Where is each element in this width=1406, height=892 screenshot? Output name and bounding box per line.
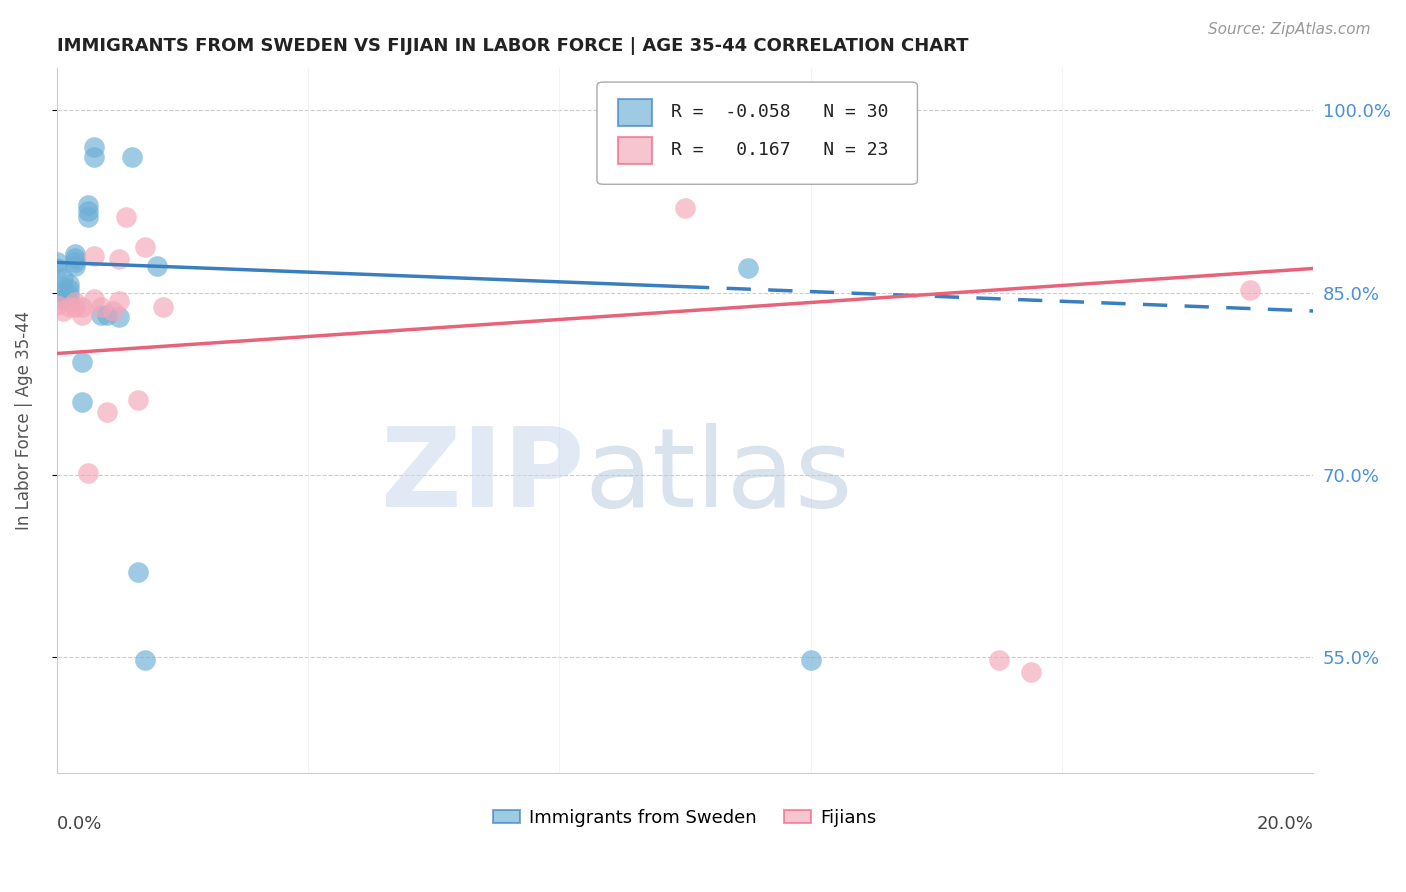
- Point: [90, 301, 112, 315]
- Text: ZIP: ZIP: [381, 423, 585, 530]
- Point: [58, 288, 80, 302]
- Point: [52, 285, 75, 300]
- Point: [152, 301, 174, 315]
- Point: [988, 653, 1011, 667]
- Point: [108, 252, 131, 266]
- Point: [83, 292, 105, 306]
- Point: [101, 304, 124, 318]
- FancyBboxPatch shape: [598, 82, 918, 185]
- Point: [70, 355, 93, 369]
- Point: [1239, 283, 1261, 297]
- Point: [83, 249, 105, 263]
- Point: [127, 566, 149, 580]
- Point: [800, 653, 823, 667]
- Text: R =  -0.058   N = 30: R = -0.058 N = 30: [671, 103, 889, 121]
- Point: [65, 251, 87, 265]
- Point: [83, 140, 105, 154]
- Point: [52, 292, 75, 306]
- Point: [108, 310, 131, 324]
- Text: 20.0%: 20.0%: [1257, 815, 1313, 833]
- Point: [83, 150, 105, 164]
- Point: [70, 395, 93, 409]
- Point: [52, 271, 75, 285]
- Point: [65, 247, 87, 261]
- Point: [52, 304, 75, 318]
- FancyBboxPatch shape: [619, 99, 652, 126]
- Point: [77, 198, 100, 212]
- Point: [114, 211, 136, 225]
- Point: [65, 259, 87, 273]
- Point: [134, 653, 156, 667]
- Point: [70, 301, 93, 315]
- Point: [77, 466, 100, 480]
- Text: 0.0%: 0.0%: [56, 815, 103, 833]
- Point: [65, 295, 87, 310]
- Point: [96, 405, 118, 419]
- FancyBboxPatch shape: [619, 137, 652, 164]
- Point: [58, 294, 80, 309]
- Point: [77, 204, 100, 219]
- Point: [146, 259, 169, 273]
- Point: [737, 261, 759, 276]
- Point: [45, 255, 67, 269]
- Point: [90, 308, 112, 322]
- Point: [45, 298, 67, 312]
- Point: [127, 392, 149, 407]
- Point: [96, 308, 118, 322]
- Text: IMMIGRANTS FROM SWEDEN VS FIJIAN IN LABOR FORCE | AGE 35-44 CORRELATION CHART: IMMIGRANTS FROM SWEDEN VS FIJIAN IN LABO…: [56, 37, 969, 55]
- Point: [58, 282, 80, 296]
- Point: [65, 301, 87, 315]
- Point: [65, 255, 87, 269]
- Text: atlas: atlas: [585, 423, 853, 530]
- Point: [121, 150, 143, 164]
- Point: [52, 279, 75, 293]
- Point: [70, 308, 93, 322]
- Point: [134, 239, 156, 253]
- Point: [1019, 665, 1042, 679]
- Point: [108, 294, 131, 309]
- Text: Source: ZipAtlas.com: Source: ZipAtlas.com: [1208, 22, 1371, 37]
- Text: R =   0.167   N = 23: R = 0.167 N = 23: [671, 142, 889, 160]
- Legend: Immigrants from Sweden, Fijians: Immigrants from Sweden, Fijians: [486, 802, 884, 834]
- Point: [45, 261, 67, 276]
- Point: [77, 211, 100, 225]
- Y-axis label: In Labor Force | Age 35-44: In Labor Force | Age 35-44: [15, 310, 32, 530]
- Point: [58, 301, 80, 315]
- Point: [58, 277, 80, 292]
- Point: [673, 201, 696, 215]
